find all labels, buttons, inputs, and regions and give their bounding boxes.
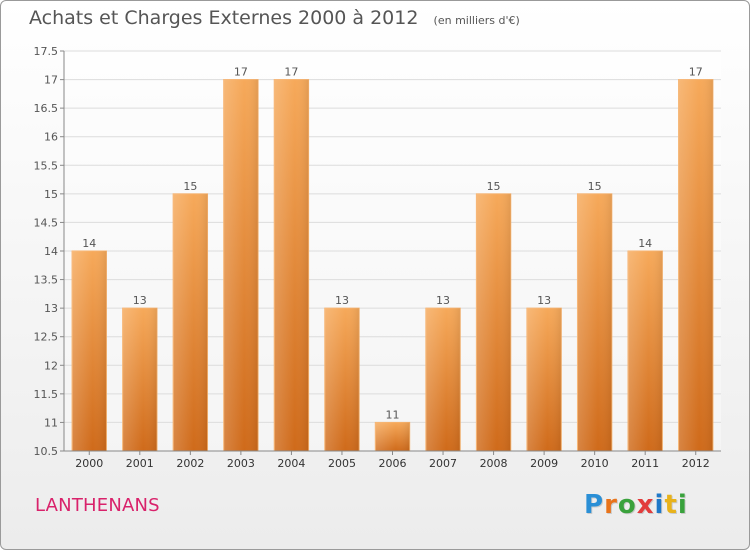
bar-layer [71,79,714,452]
bar-shade [274,79,309,452]
y-tick-label: 16.5 [34,102,59,115]
logo-letter: i [654,490,665,520]
bar-shade [223,79,259,452]
y-tick-label: 13.5 [34,274,59,287]
x-tick-label: 2002 [176,457,204,470]
x-tick-label: 2011 [631,457,659,470]
bar-shade [425,308,461,451]
bar-shade [375,422,410,451]
data-label: 13 [436,294,450,307]
y-tick-label: 12.5 [34,331,59,344]
data-label: 17 [689,66,703,79]
y-tick-label: 14.5 [34,216,59,229]
x-tick-label: 2001 [126,457,154,470]
x-tick-label: 2010 [581,457,609,470]
y-tick-label: 15 [44,188,58,201]
data-label: 15 [183,180,197,193]
data-label: 13 [335,294,349,307]
proxiti-logo: Proxiti [584,490,688,520]
y-tick-label: 12 [44,359,58,372]
x-tick-label: 2009 [530,457,558,470]
bar-shade [122,308,157,451]
chart-title: Achats et Charges Externes 2000 à 2012 [29,7,419,29]
logo-letter: r [604,490,618,520]
data-label: 17 [234,66,248,79]
chart-title-block: Achats et Charges Externes 2000 à 2012 (… [29,7,520,29]
y-tick-label: 17 [44,74,58,87]
grid-layer [64,50,721,452]
x-tick-label: 2007 [429,457,457,470]
bar-shade [628,251,663,451]
x-tick-label: 2004 [277,457,305,470]
data-label: 17 [284,66,298,79]
bar-shade [476,193,511,451]
y-tick-label: 16 [44,131,58,144]
place-name: LANTHENANS [35,495,160,516]
bar-shade [577,193,612,451]
x-tick-label: 2006 [379,457,407,470]
data-label: 14 [638,237,652,250]
x-tick-label: 2003 [227,457,255,470]
data-label: 11 [386,408,400,421]
logo-letter: x [636,490,655,520]
data-label: 15 [487,180,501,193]
bar-shade [324,308,360,451]
data-label: 14 [82,237,96,250]
x-tick-label: 2012 [682,457,710,470]
axis-layer: 10.5 11 11.5 12 12.5 13 13.5 14 14.5 15 15.5 16 16.5… [34,45,721,470]
y-tick-label: 17.5 [34,45,59,58]
x-tick-label: 2005 [328,457,356,470]
bar-shade [72,251,107,451]
y-tick-label: 11.5 [34,388,59,401]
data-label: 15 [588,180,602,193]
logo-letter: o [617,490,637,520]
logo-letter: i [677,490,688,520]
bar-shade [173,193,208,451]
x-tick-label: 2008 [480,457,508,470]
logo-letter: t [664,490,678,520]
label-layer: 14 13 15 17 17 13 11 13 15 13 15 14 17 [82,66,702,422]
y-tick-label: 14 [44,245,58,258]
y-tick-label: 13 [44,302,58,315]
y-tick-label: 10.5 [34,445,59,458]
data-label: 13 [133,294,147,307]
y-tick-label: 11 [44,416,58,429]
bar-shade [526,308,562,451]
x-tick-label: 2000 [75,457,103,470]
unit-note: (en milliers d'€) [433,14,520,27]
data-label: 13 [537,294,551,307]
logo-letter: P [584,490,605,520]
y-tick-label: 15.5 [34,159,59,172]
bar-shade [678,79,713,452]
